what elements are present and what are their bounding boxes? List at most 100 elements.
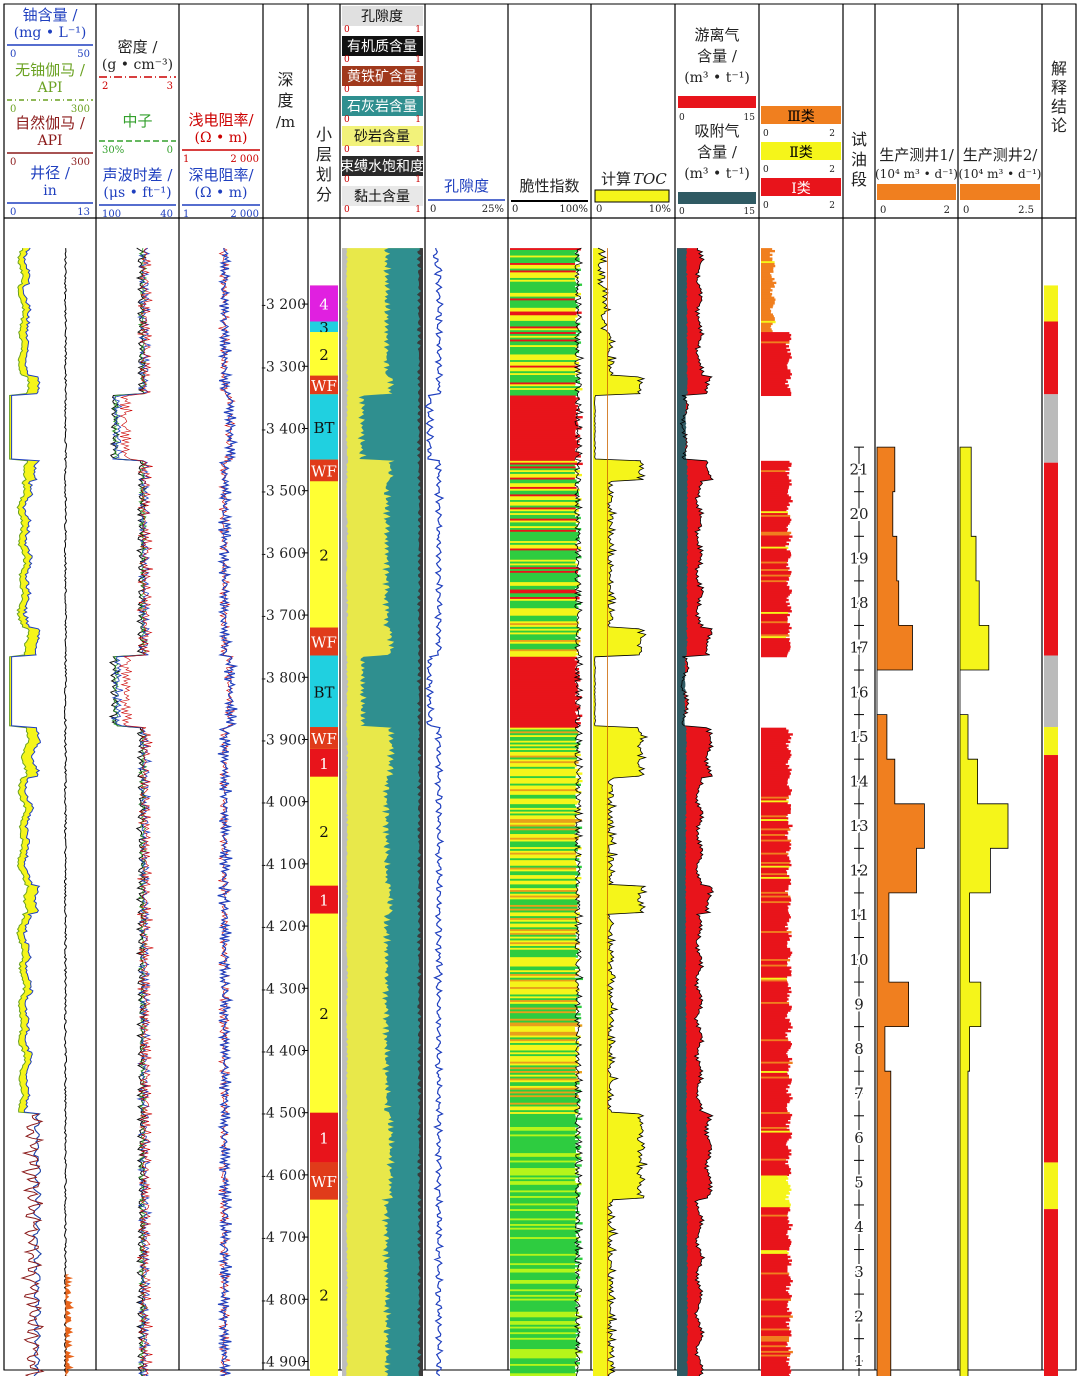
brittle-bar <box>510 248 581 251</box>
brittle-bar <box>510 632 579 635</box>
class-legend-label: Ⅰ类 <box>791 181 811 197</box>
class-bar <box>761 1216 789 1219</box>
interp-band <box>1044 285 1058 322</box>
brittle-bar <box>510 1360 576 1363</box>
class-bar <box>761 598 789 602</box>
t2-scale-max: 40 <box>160 209 173 220</box>
brittle-bar <box>510 1328 579 1331</box>
brittle-bar <box>510 742 581 745</box>
mineral-scale-max: 1 <box>415 145 421 155</box>
class-bar <box>761 1011 789 1014</box>
class-bar <box>761 787 790 790</box>
class-bar <box>761 1128 790 1132</box>
brittle-bar <box>510 578 578 581</box>
class-bar <box>761 1162 786 1165</box>
class-bar <box>761 917 790 921</box>
class-bar <box>761 501 789 505</box>
class-bar <box>761 1156 790 1160</box>
brittle-bar <box>510 960 577 964</box>
test-interval-label: 18 <box>849 594 868 612</box>
class-bar <box>761 481 790 484</box>
layer-band <box>310 655 338 728</box>
brittle-header: 脆性指数 <box>519 177 579 195</box>
brittle-bar <box>510 393 578 397</box>
class-bar <box>761 774 790 777</box>
production-2-profile <box>959 446 1009 1376</box>
class-bar <box>761 354 791 357</box>
brittle-bar <box>510 1235 577 1238</box>
class-bar <box>761 839 792 842</box>
class-bar <box>761 1112 790 1115</box>
brittle-bar <box>510 830 579 833</box>
class-bar <box>761 1130 791 1134</box>
brittle-bar <box>510 291 577 294</box>
free-gas-scale-max: 15 <box>744 113 756 123</box>
brittle-bar <box>510 305 580 309</box>
interp-band <box>1044 462 1058 656</box>
class-bar <box>761 294 772 298</box>
class-bar <box>761 561 787 564</box>
layer-band <box>310 394 338 460</box>
class-bar <box>761 761 788 764</box>
class-bar <box>761 492 788 495</box>
test-track-header: 油 <box>851 150 867 169</box>
mineral-organic-fill <box>416 248 423 1376</box>
brittle-bar <box>510 402 576 406</box>
brittle-bar <box>510 973 579 977</box>
class-bar <box>761 472 790 475</box>
class-bar <box>761 1358 790 1361</box>
brittle-bar <box>510 671 580 675</box>
layer-label: 1 <box>319 755 329 773</box>
class-bar <box>761 636 786 639</box>
brittle-bar <box>510 1035 581 1038</box>
class-bar <box>761 533 790 536</box>
brittle-bar <box>510 1350 583 1354</box>
class-bar <box>761 638 790 641</box>
brittle-bar <box>510 970 580 973</box>
brittle-bar <box>510 1274 578 1277</box>
brittle-bar <box>510 651 577 654</box>
class-bar <box>761 1177 789 1180</box>
brittle-bar <box>510 701 577 704</box>
brittle-bar <box>510 1098 581 1102</box>
brittle-bar <box>510 647 576 650</box>
brittle-bar <box>510 503 580 507</box>
brittle-bar <box>510 860 576 863</box>
class-bar <box>761 964 787 968</box>
test-interval-label: 17 <box>849 639 868 657</box>
brittle-bar <box>510 653 579 656</box>
brittle-bar <box>510 470 580 473</box>
class-bar <box>761 626 792 630</box>
brittle-bar <box>510 475 578 479</box>
class-bar <box>761 1134 791 1137</box>
class-bar <box>761 783 787 787</box>
brittle-bar <box>510 447 576 451</box>
class-bar <box>761 567 790 570</box>
brittle-bar <box>510 1252 579 1255</box>
class-bar <box>761 1080 792 1083</box>
brittle-bar <box>510 279 576 283</box>
brittle-bar <box>510 1341 580 1344</box>
brittle-bar <box>510 809 576 813</box>
brittle-bar <box>510 1067 577 1070</box>
class-bar <box>761 1039 789 1042</box>
class-bar <box>761 632 788 635</box>
brittle-bar <box>510 1201 579 1204</box>
brittle-bar <box>510 376 580 380</box>
class-bar <box>761 824 793 828</box>
brittle-bar <box>510 990 578 994</box>
brittle-bar <box>510 1279 578 1283</box>
class-bar <box>761 931 792 934</box>
test-interval-label: 2 <box>854 1307 864 1325</box>
class-bar <box>761 611 789 615</box>
class-bar <box>761 1335 790 1339</box>
class-bar <box>761 263 775 266</box>
class-bar <box>761 528 788 531</box>
brittle-bar <box>510 1265 580 1268</box>
class-bar <box>761 483 792 486</box>
class-bar <box>761 903 791 906</box>
test-interval-label: 11 <box>849 906 868 924</box>
brittle-bar <box>510 1069 576 1072</box>
class-bar <box>761 548 787 551</box>
prod2-header: 生产测井2/ <box>963 146 1039 164</box>
